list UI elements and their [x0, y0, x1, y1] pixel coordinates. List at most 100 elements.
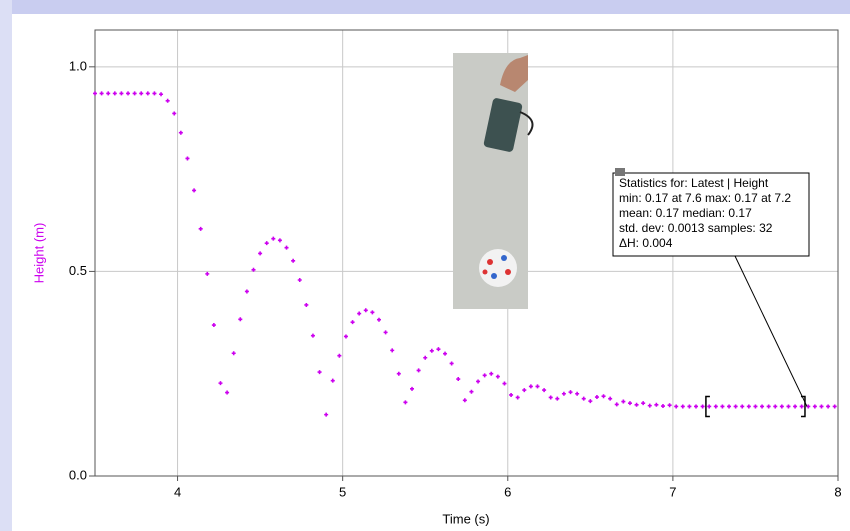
statistics-line: Statistics for: Latest | Height [619, 176, 769, 190]
selection-bracket [705, 395, 710, 418]
point [462, 398, 467, 403]
point [330, 378, 335, 383]
point [793, 404, 798, 409]
point [99, 91, 104, 96]
point [753, 404, 758, 409]
point [812, 404, 817, 409]
x-tick-label: 7 [669, 484, 676, 499]
point [740, 404, 745, 409]
point [211, 323, 216, 328]
box-icon [615, 168, 625, 176]
point [178, 130, 183, 135]
point [555, 396, 560, 401]
point [238, 317, 243, 322]
point [687, 404, 692, 409]
point [746, 404, 751, 409]
point [390, 348, 395, 353]
point [476, 379, 481, 384]
point [469, 389, 474, 394]
point [674, 404, 679, 409]
point [713, 404, 718, 409]
point [106, 91, 111, 96]
point [621, 399, 626, 404]
point [733, 404, 738, 409]
x-tick-label: 4 [174, 484, 181, 499]
point [363, 308, 368, 313]
point [112, 91, 117, 96]
point [159, 92, 164, 97]
y-axis-label: Height (m) [31, 223, 46, 284]
point [667, 403, 672, 408]
point [548, 395, 553, 400]
point [126, 91, 131, 96]
point [231, 351, 236, 356]
point [515, 395, 520, 400]
point [403, 400, 408, 405]
point [819, 404, 824, 409]
point [581, 396, 586, 401]
point [641, 401, 646, 406]
point [522, 388, 527, 393]
point [561, 391, 566, 396]
point [826, 404, 831, 409]
top-frame [0, 0, 850, 14]
point [350, 320, 355, 325]
point [343, 334, 348, 339]
point [370, 310, 375, 315]
point [383, 330, 388, 335]
point [495, 374, 500, 379]
point [271, 236, 276, 241]
point [832, 404, 837, 409]
point [218, 381, 223, 386]
point [694, 404, 699, 409]
point [376, 317, 381, 322]
callout-line [734, 255, 808, 407]
point [423, 355, 428, 360]
statistics-line: min: 0.17 at 7.6 max: 0.17 at 7.2 [619, 191, 791, 205]
point [310, 333, 315, 338]
photo [453, 53, 534, 309]
point [542, 388, 547, 393]
point [396, 371, 401, 376]
point [482, 373, 487, 378]
point [284, 245, 289, 250]
point [786, 404, 791, 409]
point [185, 156, 190, 161]
point [337, 353, 342, 358]
point [489, 371, 494, 376]
point [449, 361, 454, 366]
x-tick-label: 6 [504, 484, 511, 499]
point [291, 258, 296, 263]
point [608, 396, 613, 401]
point [225, 390, 230, 395]
point [568, 390, 573, 395]
y-tick-label: 0.5 [69, 263, 87, 278]
point [779, 404, 784, 409]
x-tick-label: 5 [339, 484, 346, 499]
point [258, 251, 263, 256]
x-tick-label: 8 [834, 484, 841, 499]
point [132, 91, 137, 96]
point [436, 347, 441, 352]
point [251, 267, 256, 272]
point [601, 394, 606, 399]
selection-bracket [800, 395, 806, 418]
point [509, 392, 514, 397]
point [766, 404, 771, 409]
point [594, 395, 599, 400]
point [535, 384, 540, 389]
point [244, 289, 249, 294]
point [502, 381, 507, 386]
point [773, 404, 778, 409]
point [634, 402, 639, 407]
y-tick-label: 0.0 [69, 467, 87, 482]
point [680, 404, 685, 409]
point [264, 241, 269, 246]
statistics-line: ΔH: 0.004 [619, 236, 673, 250]
points [93, 91, 837, 417]
point [297, 278, 302, 283]
statistics-line: mean: 0.17 median: 0.17 [619, 206, 752, 220]
